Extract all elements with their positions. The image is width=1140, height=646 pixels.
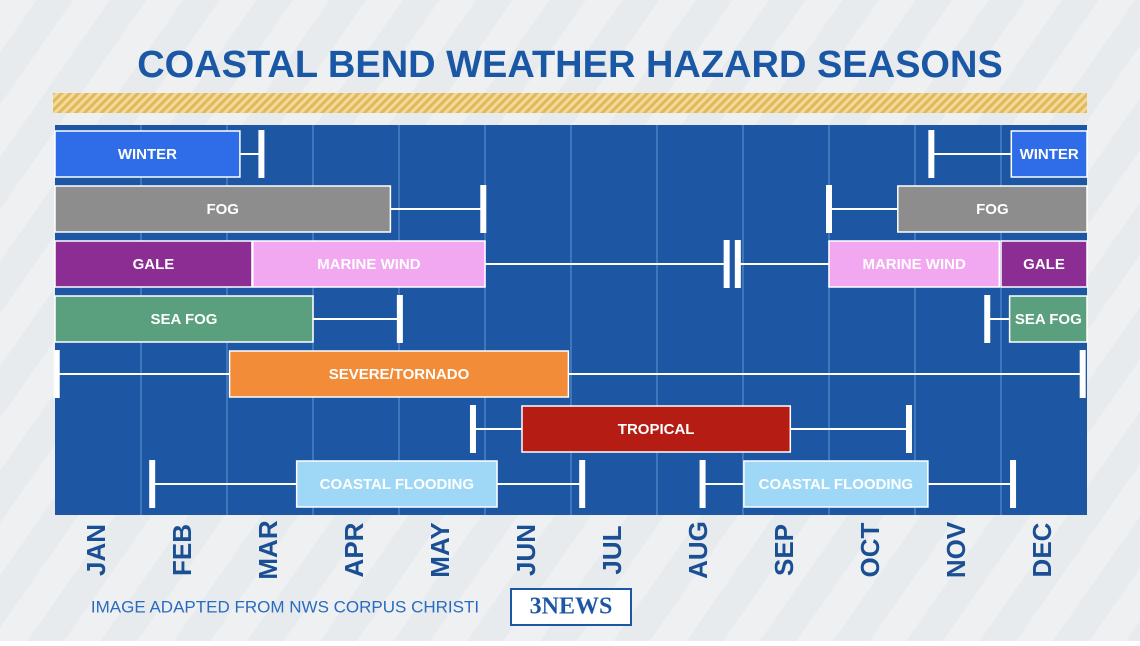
season-bar bbox=[743, 460, 929, 508]
whisker-cap bbox=[258, 130, 265, 178]
season-bar bbox=[54, 130, 241, 178]
whisker-cap bbox=[480, 185, 487, 233]
month-label: JAN bbox=[81, 524, 111, 576]
season-bar bbox=[521, 405, 792, 453]
season-label: TROPICAL bbox=[618, 421, 695, 438]
whisker-cap bbox=[53, 350, 60, 398]
month-label: APR bbox=[339, 522, 369, 577]
whisker-cap bbox=[734, 240, 741, 288]
month-label: AUG bbox=[683, 521, 713, 579]
season-label: MARINE WIND bbox=[317, 256, 420, 273]
season-label: SEA FOG bbox=[151, 311, 218, 328]
source-note: IMAGE ADAPTED FROM NWS CORPUS CHRISTI bbox=[91, 597, 479, 616]
season-bar bbox=[1008, 295, 1088, 343]
chart-title: COASTAL BEND WEATHER HAZARD SEASONS bbox=[137, 44, 1003, 86]
season-label: MARINE WIND bbox=[862, 256, 965, 273]
decor-band bbox=[53, 93, 1087, 113]
whisker-cap bbox=[984, 295, 991, 343]
season-bar bbox=[252, 240, 486, 288]
whisker-cap bbox=[1079, 350, 1086, 398]
whisker-cap bbox=[723, 240, 730, 288]
season-label: GALE bbox=[133, 256, 175, 273]
whisker-cap bbox=[579, 460, 586, 508]
season-label: COASTAL FLOODING bbox=[320, 476, 474, 493]
month-label: MAY bbox=[425, 522, 455, 577]
season-label: SEA FOG bbox=[1015, 311, 1082, 328]
month-label: MAR bbox=[253, 520, 283, 579]
whisker-cap bbox=[826, 185, 832, 233]
season-label: SEVERE/TORNADO bbox=[329, 366, 470, 383]
month-label: OCT bbox=[855, 522, 885, 577]
month-label: SEP bbox=[769, 524, 799, 576]
month-label: FEB bbox=[167, 524, 197, 576]
whisker-cap bbox=[469, 405, 476, 453]
season-label: WINTER bbox=[1020, 146, 1079, 163]
season-label: WINTER bbox=[118, 146, 177, 163]
whisker-cap bbox=[699, 460, 706, 508]
season-bar bbox=[54, 240, 253, 288]
season-bar bbox=[54, 185, 392, 233]
month-label: JUL bbox=[597, 525, 627, 574]
logo: 3NEWS bbox=[530, 594, 613, 620]
season-bar bbox=[897, 185, 1088, 233]
whisker-cap bbox=[905, 405, 912, 453]
month-label: JUN bbox=[511, 524, 541, 576]
month-label: NOV bbox=[941, 521, 971, 578]
whisker-cap bbox=[149, 460, 156, 508]
season-bar bbox=[54, 295, 314, 343]
season-label: GALE bbox=[1023, 256, 1065, 273]
season-label: FOG bbox=[976, 201, 1009, 218]
whisker-cap bbox=[928, 130, 935, 178]
whisker-cap bbox=[396, 295, 403, 343]
season-bar bbox=[295, 460, 498, 508]
whisker-cap bbox=[1010, 460, 1017, 508]
season-label: FOG bbox=[206, 201, 239, 218]
season-bar bbox=[1000, 240, 1088, 288]
logo-box bbox=[510, 588, 632, 626]
season-bar bbox=[1010, 130, 1088, 178]
season-label: COASTAL FLOODING bbox=[759, 476, 913, 493]
season-bar bbox=[228, 350, 570, 398]
season-bar bbox=[828, 240, 1001, 288]
month-label: DEC bbox=[1027, 522, 1057, 577]
